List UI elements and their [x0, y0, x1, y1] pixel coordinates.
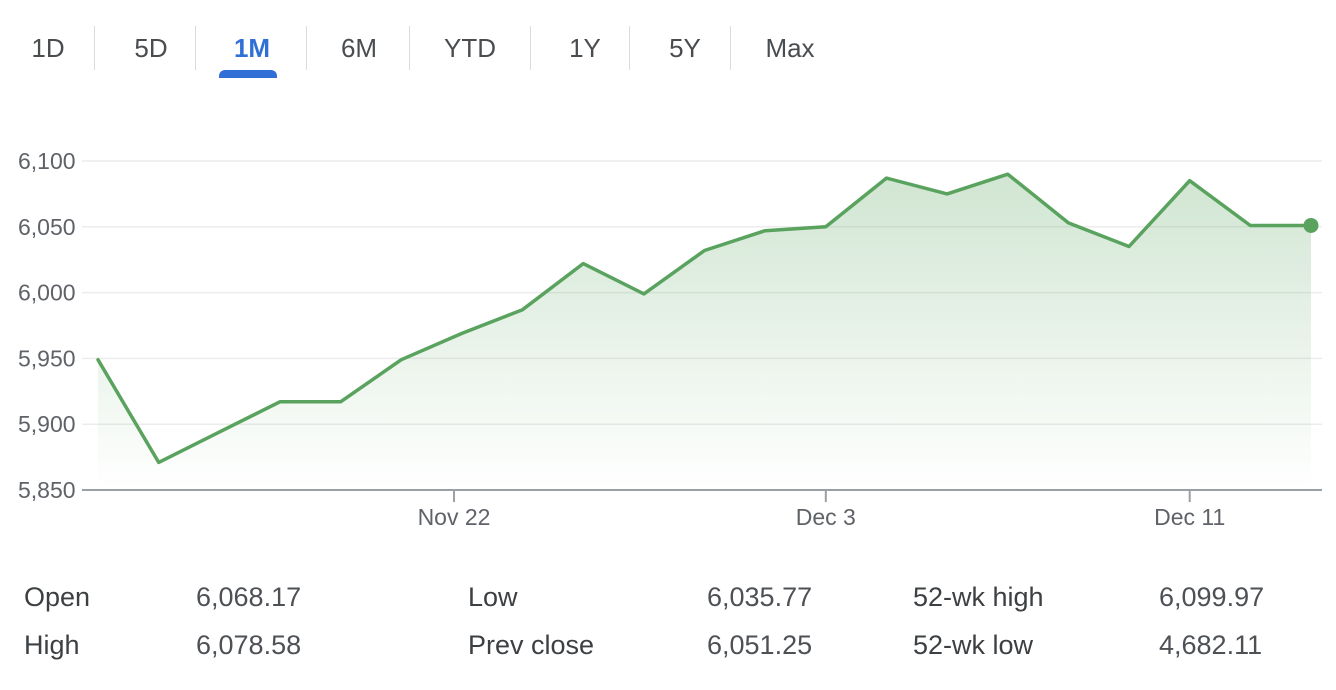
stat-value-open: 6,068.17 — [196, 582, 302, 612]
x-tick-label: Dec 3 — [796, 504, 856, 530]
x-tick-label: Nov 22 — [418, 504, 491, 530]
stat-value-high: 6,078.58 — [196, 630, 302, 660]
tab-5d[interactable]: 5D — [116, 26, 186, 70]
data-point — [1006, 173, 1009, 176]
tab-1d[interactable]: 1D — [16, 26, 80, 70]
data-point — [278, 400, 281, 403]
tab-separator — [195, 26, 196, 70]
data-point — [885, 177, 888, 180]
stat-label-high: High — [24, 630, 80, 660]
data-point — [824, 225, 827, 228]
stat-value-low: 6,035.77 — [707, 582, 813, 612]
price-chart[interactable]: 5,850 5,900 5,950 6,000 6,050 6,100 Nov 22 Dec … — [0, 120, 1336, 540]
data-point — [946, 192, 949, 195]
tab-separator — [530, 26, 531, 70]
data-point — [642, 292, 645, 295]
data-point — [764, 229, 767, 232]
tab-separator — [629, 26, 630, 70]
x-tick-label: Dec 11 — [1154, 504, 1225, 530]
data-point — [97, 358, 100, 361]
tab-6m[interactable]: 6M — [324, 26, 394, 70]
data-point — [521, 308, 524, 311]
tab-separator — [94, 26, 95, 70]
price-line — [96, 172, 1313, 465]
y-tick-label: 5,850 — [18, 477, 76, 503]
tab-separator — [306, 26, 307, 70]
stat-value-prev-close: 6,051.25 — [707, 630, 813, 660]
stat-label-low: Low — [468, 582, 518, 612]
data-point — [1249, 224, 1252, 227]
y-tick-label: 6,050 — [18, 214, 76, 240]
range-tab-bar: 1D 5D 1M 6M YTD 1Y 5Y Max — [0, 0, 880, 80]
tab-separator — [730, 26, 731, 70]
data-point — [1067, 221, 1070, 224]
last-price-dot — [1303, 217, 1319, 233]
data-point — [1128, 245, 1131, 248]
y-tick-label: 6,100 — [18, 148, 76, 174]
tab-separator — [409, 26, 410, 70]
data-point — [703, 249, 706, 252]
y-tick-label: 5,900 — [18, 411, 76, 437]
tab-ytd[interactable]: YTD — [430, 26, 510, 70]
y-tick-label: 5,950 — [18, 345, 76, 371]
data-point — [218, 431, 221, 434]
stat-label-52wk-low: 52-wk low — [913, 630, 1034, 660]
stat-label-52wk-high: 52-wk high — [913, 582, 1044, 612]
tab-5y[interactable]: 5Y — [652, 26, 718, 70]
stat-value-52wk-low: 4,682.11 — [1159, 630, 1263, 660]
data-point — [460, 332, 463, 335]
data-point — [157, 461, 160, 464]
stat-value-52wk-high: 6,099.97 — [1159, 582, 1265, 612]
quote-stats: Open 6,068.17 High 6,078.58 Low 6,035.77… — [0, 570, 1336, 680]
tab-1y[interactable]: 1Y — [552, 26, 618, 70]
price-area-fill — [98, 174, 1311, 490]
tab-max[interactable]: Max — [752, 26, 828, 70]
data-point — [582, 262, 585, 265]
y-tick-label: 6,000 — [18, 280, 76, 306]
stat-label-open: Open — [24, 582, 91, 612]
stat-label-prev-close: Prev close — [468, 630, 595, 660]
data-point — [1188, 179, 1191, 182]
data-point — [339, 400, 342, 403]
active-tab-indicator — [219, 70, 277, 78]
data-point — [400, 358, 403, 361]
tab-1m[interactable]: 1M — [217, 26, 287, 70]
